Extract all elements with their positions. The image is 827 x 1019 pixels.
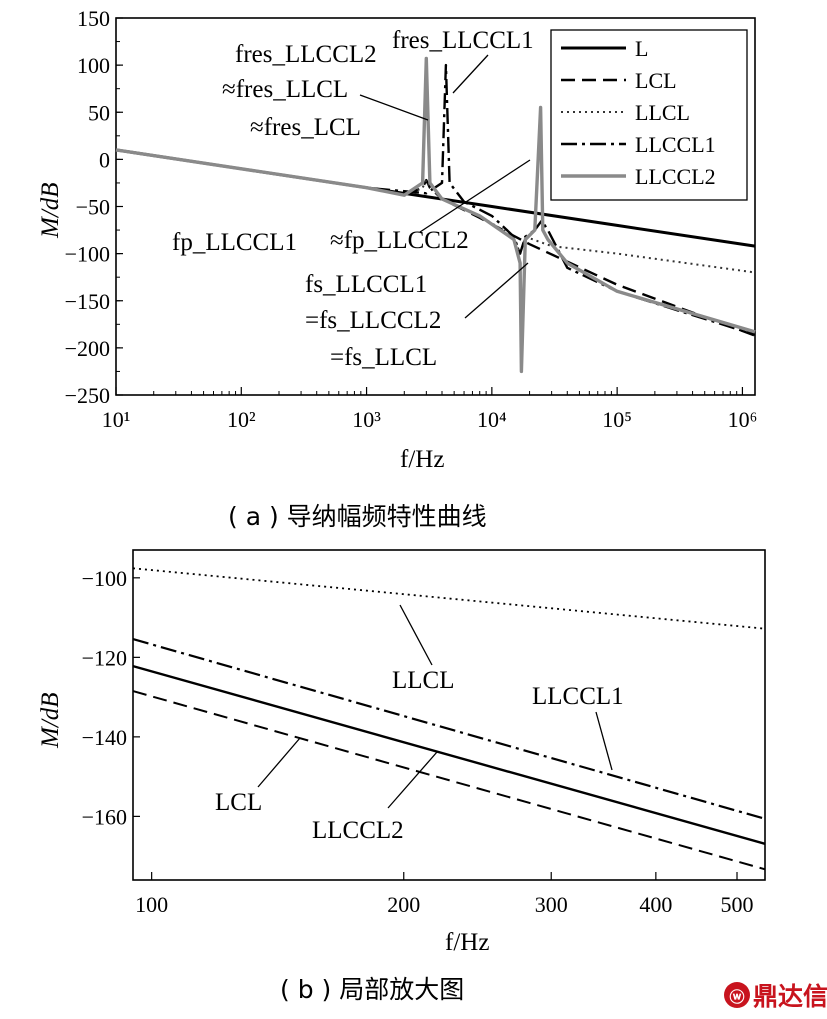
y-tick-label: −150 xyxy=(65,289,110,314)
panel-b-chart: −100 −120 −140 −160 100 200 300 400 500 M/dB f/H… xyxy=(37,549,766,1004)
panel-a-annotations: fres_LLCCL2 ≈fres_LLCL ≈fres_LCL fres_LL… xyxy=(172,27,534,371)
watermark: ⓦ 鼎达信 xyxy=(724,982,827,1011)
x-tick-label: 10⁵ xyxy=(602,407,632,432)
x-tick-label: 400 xyxy=(639,892,672,917)
leader-s-llcl xyxy=(464,262,529,319)
label-llcl: LLCL xyxy=(392,667,455,694)
panel-b-ylabel: M/dB xyxy=(37,692,64,749)
x-tick-label: 500 xyxy=(721,892,754,917)
legend-label-lcl: LCL xyxy=(635,68,677,93)
y-tick-label: −140 xyxy=(82,725,127,750)
svg-text:ⓦ: ⓦ xyxy=(729,988,744,1006)
annotation-s-llccl2: =fs_LLCCL2 xyxy=(305,307,441,334)
y-tick-label: 100 xyxy=(77,53,110,78)
annotation-res-llccl2: fres_LLCCL2 xyxy=(235,41,377,68)
label-llccl1: LLCCL1 xyxy=(532,683,624,710)
panel-b-ticks: −100 −120 −140 −160 100 200 300 400 500 xyxy=(82,566,754,917)
y-tick-label: −160 xyxy=(82,804,127,829)
panel-b-caption: ( b ) 局部放大图 xyxy=(280,975,464,1004)
panel-b-series xyxy=(132,567,766,871)
leader-llcl xyxy=(399,604,433,666)
watermark-text: 鼎达信 xyxy=(753,982,827,1011)
y-tick-label: −250 xyxy=(65,383,110,408)
panel-a-caption: ( a ) 导纳幅频特性曲线 xyxy=(228,502,487,531)
y-tick-label: 0 xyxy=(99,147,110,172)
legend-label-l: L xyxy=(635,36,648,61)
y-tick-label: −200 xyxy=(65,336,110,361)
leader-res-llccl1 xyxy=(452,54,489,94)
series-line-llccl2 xyxy=(132,690,766,871)
annotation-res-lcl: ≈fres_LCL xyxy=(250,114,361,141)
x-tick-label: 10⁴ xyxy=(477,407,507,432)
legend-label-llcl: LLCL xyxy=(635,100,690,125)
panel-a-ylabel: M/dB xyxy=(37,182,64,239)
x-tick-label: 10² xyxy=(227,407,256,432)
y-tick-label: −120 xyxy=(82,645,127,670)
y-tick-label: 50 xyxy=(88,100,110,125)
leader-p-llccl2 xyxy=(419,159,531,233)
label-llccl2: LLCCL2 xyxy=(312,817,404,844)
y-tick-label: −100 xyxy=(82,566,127,591)
panel-b-plot-frame xyxy=(132,549,766,881)
panel-b-annotations: LLCL LLCCL1 LCL LLCCL2 xyxy=(215,604,624,844)
y-tick-label: 150 xyxy=(77,6,110,31)
y-tick-label: −50 xyxy=(76,195,110,220)
y-tick-label: −100 xyxy=(65,242,110,267)
leader-res-llcl xyxy=(359,94,429,121)
x-tick-label: 100 xyxy=(135,892,168,917)
panel-b-xlabel: f/Hz xyxy=(445,929,489,956)
legend-label-llccl2: LLCCL2 xyxy=(635,164,716,189)
annotation-p-llccl2: ≈fp_LLCCL2 xyxy=(330,227,469,254)
legend-label-llccl1: LLCCL1 xyxy=(635,132,716,157)
series-line-llccl1 xyxy=(132,638,766,820)
panel-a-xlabel: f/Hz xyxy=(400,446,444,473)
series-line-llccl1 xyxy=(115,63,756,336)
annotation-res-llccl1: fres_LLCCL1 xyxy=(392,27,534,54)
leader-llccl1 xyxy=(595,711,613,771)
annotation-s-llcl: =fs_LLCL xyxy=(330,344,437,371)
label-lcl: LCL xyxy=(215,789,262,816)
x-tick-label: 10⁶ xyxy=(728,407,758,432)
series-line-lcl xyxy=(132,664,766,845)
leader-lcl xyxy=(257,737,301,788)
x-tick-label: 200 xyxy=(387,892,420,917)
panel-a-series xyxy=(115,56,756,374)
x-tick-label: 10³ xyxy=(352,407,381,432)
leader-llccl2 xyxy=(387,751,438,809)
legend-box xyxy=(550,29,748,201)
x-tick-label: 10¹ xyxy=(102,407,131,432)
x-tick-label: 300 xyxy=(535,892,568,917)
series-line-llccl2 xyxy=(115,56,756,374)
series-line-llcl xyxy=(132,567,766,630)
annotation-p-llccl1: fp_LLCCL1 xyxy=(172,229,297,256)
annotation-s-llccl1: fs_LLCCL1 xyxy=(305,271,427,298)
annotation-res-llcl: ≈fres_LLCL xyxy=(222,76,348,103)
